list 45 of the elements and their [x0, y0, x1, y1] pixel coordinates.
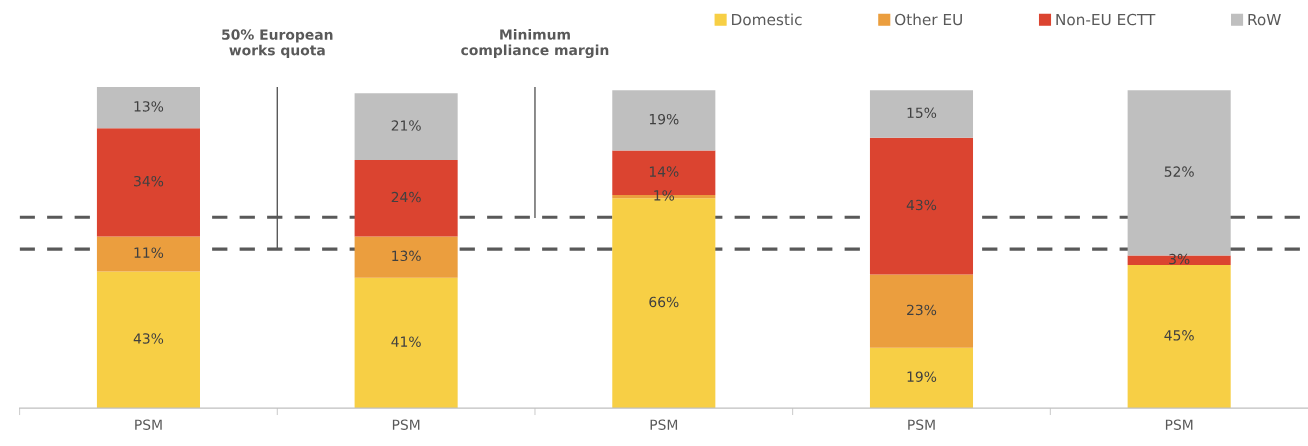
bar: [1127, 265, 1231, 409]
data-label: 3%: [1169, 253, 1190, 265]
ref-line-label: 50% European works quota: [222, 29, 333, 59]
bar: [869, 90, 974, 138]
bar: [869, 347, 974, 409]
bar: [96, 236, 200, 272]
data-label: 13%: [392, 250, 421, 262]
x-tick-label: PSM: [650, 419, 678, 430]
data-label: 19%: [649, 113, 679, 125]
data-label: 23%: [907, 304, 937, 316]
x-tick-label: PSM: [1165, 419, 1193, 430]
bar: [1127, 255, 1231, 266]
data-label: 11%: [134, 247, 164, 258]
bar: [354, 160, 458, 237]
legend-label: RoW: [1248, 13, 1281, 26]
bar: [354, 93, 458, 161]
data-label: 41%: [391, 336, 421, 347]
x-tick-label: PSM: [392, 419, 420, 430]
data-label: 43%: [906, 199, 937, 211]
data-label: 43%: [133, 333, 164, 344]
bar: [96, 128, 200, 237]
bar: [869, 137, 974, 275]
data-label: 52%: [1164, 166, 1194, 177]
data-label: 34%: [134, 175, 164, 187]
legend-label: Domestic: [732, 13, 802, 26]
data-label: 24%: [391, 191, 421, 203]
x-tick-label: PSM: [135, 419, 162, 430]
bar: [96, 271, 200, 409]
data-label: 66%: [649, 296, 679, 308]
data-label: 45%: [1164, 330, 1194, 341]
ref-line-label: Minimum compliance margin: [461, 28, 609, 59]
bar: [869, 274, 974, 348]
x-tick-label: PSM: [908, 419, 935, 430]
bar: [612, 90, 716, 151]
data-label: 13%: [134, 101, 164, 112]
data-label: 21%: [391, 120, 421, 131]
legend-label: Non-EU ECTT: [1056, 13, 1156, 26]
data-label: 19%: [907, 371, 937, 382]
legend-label: Other EU: [895, 13, 962, 26]
data-label: 14%: [649, 166, 679, 177]
bar: [354, 277, 458, 409]
data-label: 15%: [907, 107, 937, 119]
data-label: 1%: [654, 190, 675, 201]
bar: [354, 236, 458, 278]
bar: [96, 86, 200, 129]
